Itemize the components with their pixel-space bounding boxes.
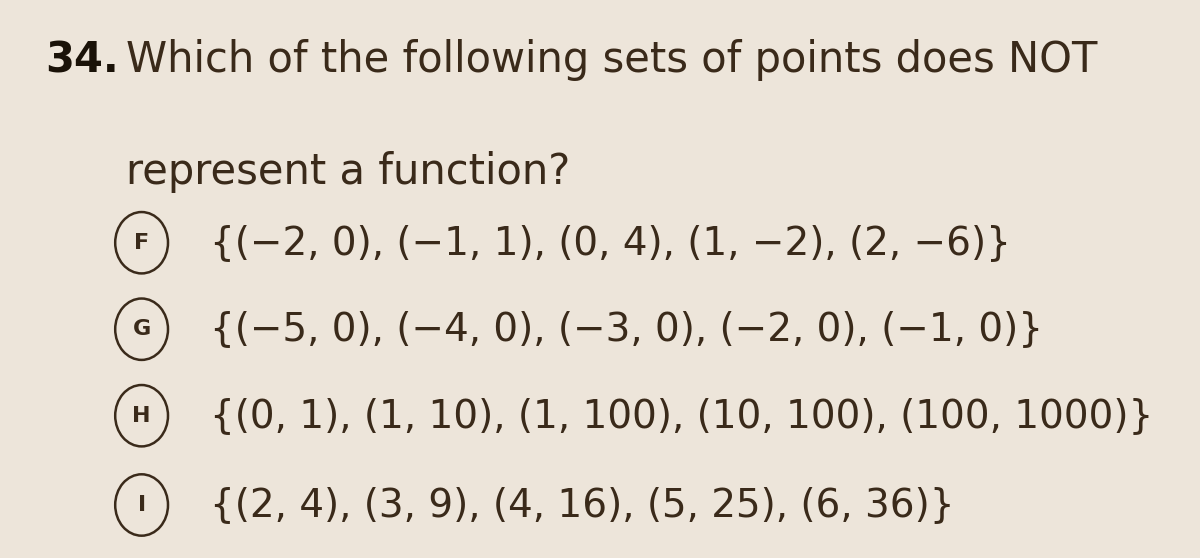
Text: represent a function?: represent a function?	[126, 151, 570, 193]
Text: H: H	[132, 406, 151, 426]
Text: I: I	[138, 495, 145, 515]
Text: G: G	[132, 319, 151, 339]
Text: Which of the following sets of points does NOT: Which of the following sets of points do…	[126, 39, 1097, 81]
Text: F: F	[134, 233, 149, 253]
Text: {(0, 1), (1, 10), (1, 100), (10, 100), (100, 1000)}: {(0, 1), (1, 10), (1, 100), (10, 100), (…	[210, 397, 1153, 435]
Text: {(−5, 0), (−4, 0), (−3, 0), (−2, 0), (−1, 0)}: {(−5, 0), (−4, 0), (−3, 0), (−2, 0), (−1…	[210, 310, 1043, 348]
Text: {(2, 4), (3, 9), (4, 16), (5, 25), (6, 36)}: {(2, 4), (3, 9), (4, 16), (5, 25), (6, 3…	[210, 486, 954, 524]
Text: {(−2, 0), (−1, 1), (0, 4), (1, −2), (2, −6)}: {(−2, 0), (−1, 1), (0, 4), (1, −2), (2, …	[210, 224, 1010, 262]
Text: 34.: 34.	[46, 39, 119, 81]
